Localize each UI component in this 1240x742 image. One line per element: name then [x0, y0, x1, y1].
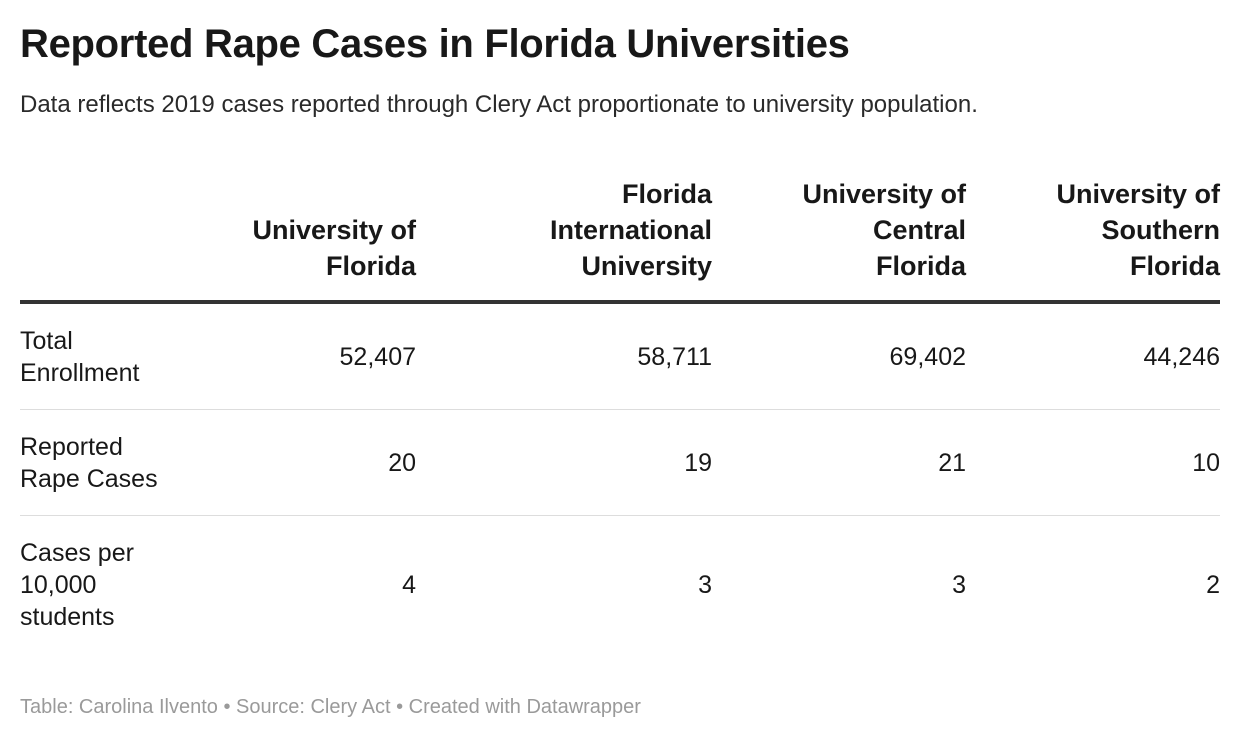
table-cell: 3	[698, 571, 712, 599]
row-label-text: Reported Rape Cases	[20, 432, 158, 493]
data-table: University of Florida Florida Internatio…	[20, 176, 1220, 654]
table-row: Total Enrollment 52,407 58,711 69,402 44…	[20, 302, 1220, 410]
header-cell-florida-international-university: Florida International University	[416, 176, 712, 304]
table-cell: 52,407	[216, 302, 416, 410]
row-label-cases-per-10000-students: Cases per 10,000 students	[20, 516, 216, 655]
table-row: Cases per 10,000 students 4 3 3 2	[20, 516, 1220, 655]
header-row: University of Florida Florida Internatio…	[20, 176, 1220, 304]
table-cell: 44,246	[966, 302, 1220, 410]
table-cell: 10	[966, 409, 1220, 516]
row-label-text: Total Enrollment	[20, 326, 140, 387]
header-cell-university-of-florida: University of Florida	[216, 176, 416, 304]
row-label-reported-rape-cases: Reported Rape Cases	[20, 409, 216, 516]
header-label: University of Central Florida	[802, 179, 966, 281]
table-cell: 21	[712, 409, 966, 516]
header-label: Florida International University	[549, 179, 712, 281]
table-cell: 4	[402, 571, 416, 599]
table-cell: 20	[216, 409, 416, 516]
chart-subtitle: Data reflects 2019 cases reported throug…	[20, 91, 978, 118]
header-label: University of Southern Florida	[1056, 179, 1220, 281]
table-cell: 3	[952, 571, 966, 599]
chart-title: Reported Rape Cases in Florida Universit…	[20, 22, 850, 66]
table-row: Reported Rape Cases 20 19 21 10	[20, 409, 1220, 516]
table-cell: 58,711	[416, 302, 712, 410]
header-cell-empty	[20, 176, 216, 304]
table-cell: 2	[1206, 571, 1220, 599]
header-cell-university-of-central-florida: University of Central Florida	[712, 176, 966, 304]
header-cell-university-of-southern-florida: University of Southern Florida	[966, 176, 1220, 304]
row-label-total-enrollment: Total Enrollment	[20, 302, 216, 410]
table-cell: 19	[416, 409, 712, 516]
row-label-text: Cases per 10,000 students	[20, 539, 134, 631]
chart-footer: Table: Carolina Ilvento • Source: Clery …	[20, 696, 641, 718]
table-cell: 69,402	[712, 302, 966, 410]
header-label: University of Florida	[252, 215, 416, 281]
